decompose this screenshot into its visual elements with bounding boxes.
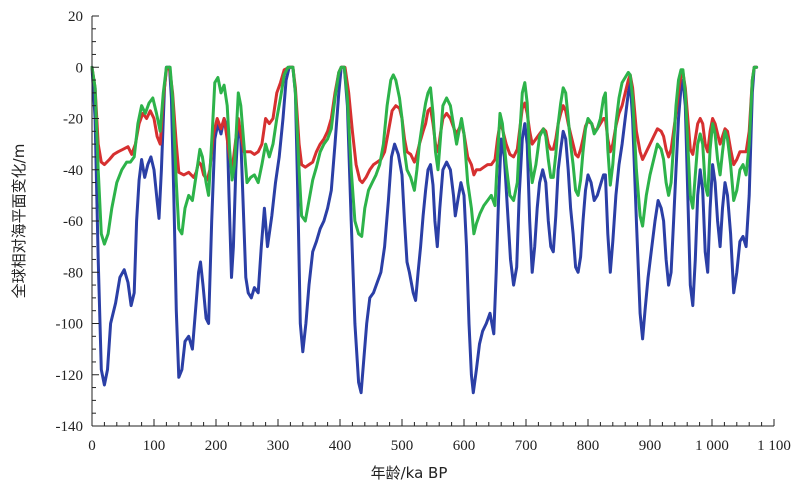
x-tick-label: 800 — [577, 438, 600, 454]
x-tick-label: 900 — [639, 438, 662, 454]
x-tick-label: 700 — [515, 438, 538, 454]
y-tick-label: -20 — [63, 112, 83, 128]
y-tick-label: 20 — [68, 9, 83, 25]
axes-group: 200-20-40-60-80-100-120-140 0 100 200 300 40… — [56, 9, 791, 454]
y-tick-label: 0 — [76, 60, 84, 76]
x-tick-label: 0 — [88, 438, 96, 454]
y-tick-label: -140 — [56, 419, 84, 435]
x-tick-label: 100 — [143, 438, 166, 454]
plot-series-group — [90, 65, 759, 395]
x-tick-label: 500 — [391, 438, 414, 454]
x-tick-label: 1 100 — [757, 438, 791, 454]
x-tick-label: 1 000 — [695, 438, 729, 454]
x-axis-title: 年龄/ka BP — [371, 464, 448, 482]
x-tick-label: 600 — [453, 438, 476, 454]
y-tick-label: -100 — [56, 317, 84, 333]
x-tick-label: 400 — [329, 438, 352, 454]
series-line-2 — [90, 65, 759, 185]
y-axis-title: 全球相对海平面变化/m — [10, 144, 28, 299]
y-tick-label: -40 — [63, 163, 83, 179]
y-tick-label: -60 — [63, 214, 83, 230]
y-axis-ticks: 20 0 -20 -40 -60 -80 -100 -120 -140 — [56, 9, 99, 435]
series-line-3 — [90, 65, 759, 246]
y-tick-label: -80 — [63, 265, 83, 281]
y-tick-label: -120 — [56, 368, 84, 384]
x-tick-label: 300 — [267, 438, 290, 454]
x-tick-label: 200 — [205, 438, 228, 454]
series-line-1 — [90, 65, 759, 395]
x-axis-ticks: 0 100 200 300 400 500 600 700 800 900 1 000 1 100 — [88, 419, 791, 454]
